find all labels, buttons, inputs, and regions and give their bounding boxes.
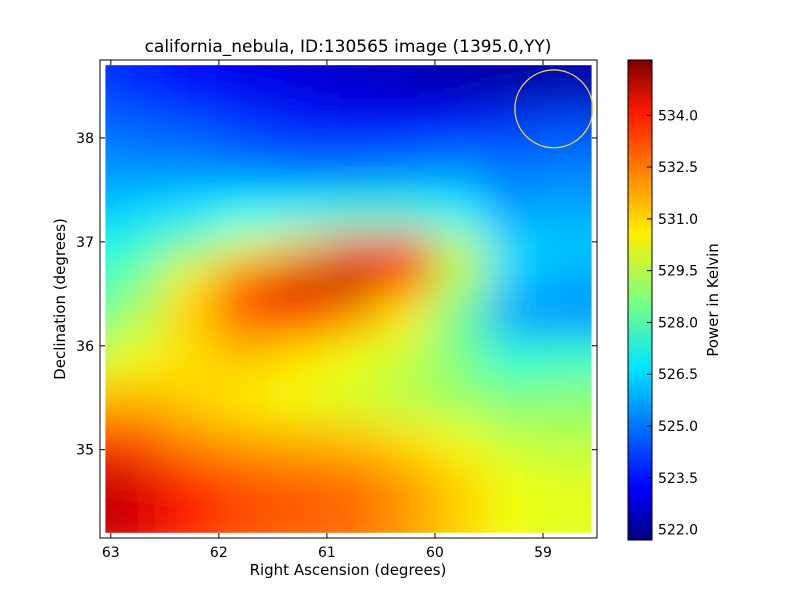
marker-circle: [514, 69, 594, 149]
colorbar-ticks: 522.0 523.5 525.0 526.5 528.0 529.5 531.0 532.5…: [647, 108, 698, 539]
x-tick-label: 61: [318, 545, 336, 561]
heatmap-cells: [100, 60, 597, 538]
x-axis-ticks: 63 62 61 60 59: [102, 60, 552, 561]
colorbar-label: Power in Kelvin: [704, 243, 722, 357]
colorbar-bar: [627, 59, 653, 541]
plot-frame: [99, 59, 598, 539]
y-tick-label: 36: [76, 339, 94, 355]
x-tick-label: 62: [210, 545, 228, 561]
x-tick-label: 63: [102, 545, 120, 561]
x-tick-label: 59: [534, 545, 552, 561]
y-axis-ticks: 35 36 37 38: [76, 131, 597, 459]
heatmap-plot: [99, 59, 598, 539]
colorbar-tick-label: 531.0: [658, 212, 698, 228]
x-axis-label: Right Ascension (degrees): [250, 561, 447, 579]
x-tick-label: 60: [426, 545, 444, 561]
colorbar-tick-label: 534.0: [658, 108, 698, 124]
mask-strip: [100, 60, 106, 538]
mask-strip: [591, 60, 597, 538]
mask-strip: [100, 532, 597, 538]
heatmap-cell: [529, 461, 597, 538]
colorbar-tick-label: 528.0: [658, 315, 698, 331]
colorbar-tick-label: 522.0: [658, 523, 698, 539]
colorbar-tick-label: 523.5: [658, 471, 698, 487]
heatmap-edge-mask: [100, 60, 597, 538]
colorbar-tick-label: 529.5: [658, 264, 698, 280]
y-tick-label: 38: [76, 131, 94, 147]
colorbar-tick-label: 526.5: [658, 367, 698, 383]
colorbar: 522.0 523.5 525.0 526.5 528.0 529.5 531.0 532.5…: [627, 59, 722, 541]
chart-title: california_nebula, ID:130565 image (1395…: [145, 37, 552, 57]
mask-strip: [100, 60, 597, 66]
y-axis-label: Declination (degrees): [51, 218, 69, 380]
y-tick-label: 37: [76, 235, 94, 251]
y-tick-label: 35: [76, 443, 94, 459]
colorbar-tick-label: 525.0: [658, 419, 698, 435]
colorbar-tick-label: 532.5: [658, 160, 698, 176]
